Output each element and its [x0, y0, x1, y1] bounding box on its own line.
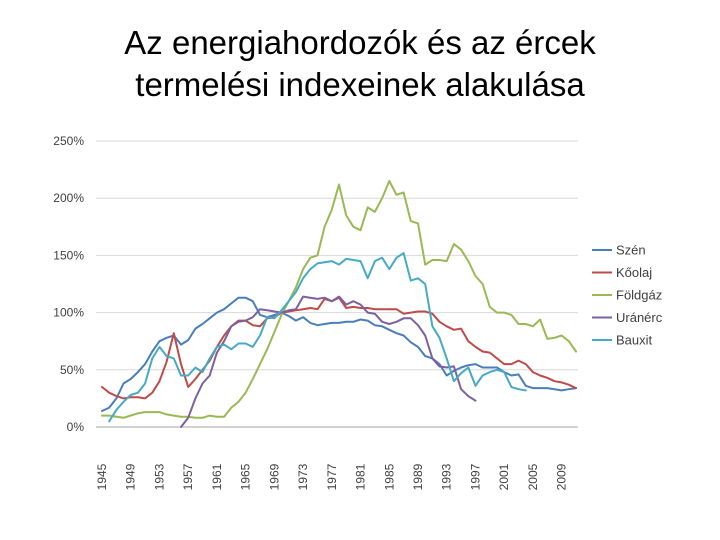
slide-title-line1: Az energiahordozók és az ércek	[124, 24, 596, 61]
x-tick-label: 1965	[239, 463, 253, 490]
x-tick-label: 1973	[296, 463, 310, 490]
slide-title: Az energiahordozók és az ércek termelési…	[0, 22, 720, 106]
legend-label: Bauxit	[616, 333, 653, 348]
legend-label: Uránérc	[616, 310, 663, 325]
x-tick-label: 2001	[497, 463, 511, 490]
y-tick-label: 150%	[53, 248, 84, 262]
series-line-0	[101, 296, 577, 412]
x-tick-label: 1977	[325, 463, 339, 490]
x-axis-ticks: 1945 1949 1953 1957 1961 1965 1969 1973 1977 1981…	[95, 463, 569, 490]
legend-label: Földgáz	[616, 288, 662, 303]
series-line-3	[180, 295, 477, 428]
series-line-4	[108, 252, 527, 423]
y-tick-label: 50%	[60, 363, 84, 377]
x-tick-label: 2009	[555, 463, 569, 490]
chart-series-lines	[101, 180, 577, 428]
x-tick-label: 1957	[181, 463, 195, 490]
y-tick-label: 200%	[53, 191, 84, 205]
x-tick-label: 1953	[152, 463, 166, 490]
chart-legend: Szén Kőolaj Földgáz Uránérc Bauxit	[592, 243, 663, 348]
y-axis-ticks: 0% 50% 100% 150% 200% 250%	[53, 134, 84, 434]
x-tick-label: 1949	[124, 463, 138, 490]
x-tick-label: 1945	[95, 463, 109, 490]
x-tick-label: 1981	[354, 463, 368, 490]
x-tick-label: 1985	[382, 463, 396, 490]
x-tick-label: 1993	[440, 463, 454, 490]
x-tick-label: 1989	[411, 463, 425, 490]
y-tick-label: 0%	[67, 420, 85, 434]
x-tick-label: 1997	[468, 463, 482, 490]
x-tick-label: 1961	[210, 463, 224, 490]
y-tick-label: 250%	[53, 134, 84, 148]
x-tick-label: 1969	[267, 463, 281, 490]
slide-title-line2: termelési indexeinek alakulása	[135, 66, 585, 103]
legend-label: Kőolaj	[616, 265, 652, 280]
chart-gridlines	[96, 140, 578, 428]
y-tick-label: 100%	[53, 306, 84, 320]
series-line-2	[101, 180, 577, 419]
legend-label: Szén	[616, 243, 646, 258]
x-tick-label: 2005	[526, 463, 540, 490]
